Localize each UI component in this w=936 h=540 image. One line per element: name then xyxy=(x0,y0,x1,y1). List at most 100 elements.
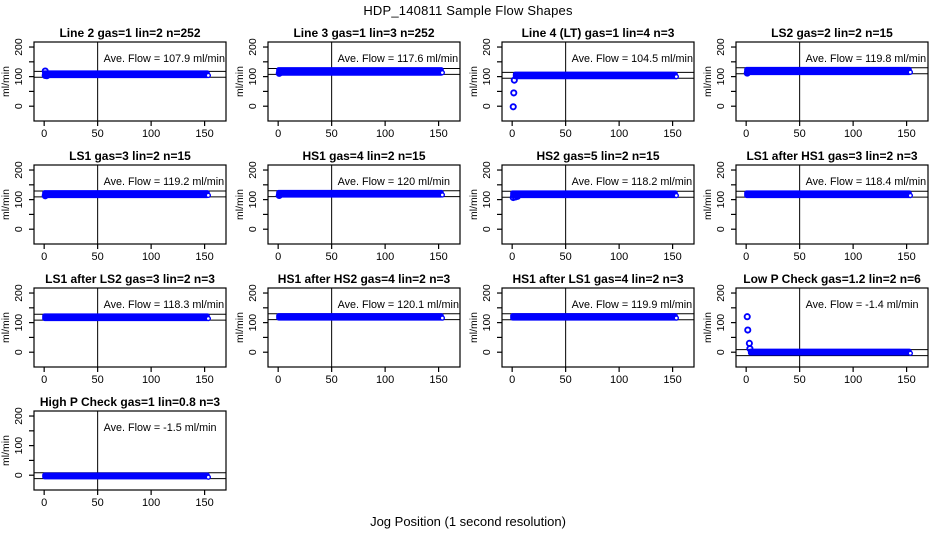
data-band xyxy=(276,67,444,76)
y-tick-label: 0 xyxy=(715,103,727,109)
x-tick-label: 50 xyxy=(326,251,338,263)
plot-box xyxy=(267,41,461,122)
ave-flow-label: Ave. Flow = 104.5 ml/min xyxy=(572,53,693,65)
y-tick-label: 200 xyxy=(247,161,259,179)
x-tick-label: 100 xyxy=(610,128,628,140)
x-tick-label: 50 xyxy=(794,128,806,140)
data-band xyxy=(744,66,912,76)
plot-box xyxy=(267,164,461,245)
plot-box xyxy=(33,410,227,491)
data-band xyxy=(747,348,912,356)
x-tick-label: 100 xyxy=(844,128,862,140)
x-tick-label: 0 xyxy=(41,497,47,509)
outlier-point xyxy=(275,69,283,77)
panel-title: Line 4 (LT) gas=1 lin=4 n=3 xyxy=(522,26,675,40)
figure-title: HDP_140811 Sample Flow Shapes xyxy=(363,3,573,18)
x-tick-label: 100 xyxy=(142,497,160,509)
x-tick-label: 100 xyxy=(376,251,394,263)
y-tick-label: 200 xyxy=(481,161,493,179)
y-axis-label: ml/min xyxy=(469,312,480,343)
x-tick-label: 150 xyxy=(195,128,213,140)
x-tick-label: 50 xyxy=(92,497,104,509)
plot-box xyxy=(501,41,695,122)
panel-title: LS1 after LS2 gas=3 lin=2 n=3 xyxy=(45,272,215,286)
data-band xyxy=(42,472,210,480)
outlier-point xyxy=(510,76,518,84)
y-tick-label: 0 xyxy=(481,349,493,355)
ave-flow-label: Ave. Flow = 120.1 ml/min xyxy=(338,299,459,311)
x-tick-label: 150 xyxy=(897,128,915,140)
panel-title: HS1 after HS2 gas=4 lin=2 n=3 xyxy=(278,272,451,286)
outlier-point xyxy=(41,192,49,200)
y-tick-label: 100 xyxy=(715,314,727,332)
band-end-point xyxy=(205,474,212,480)
panel-title: HS2 gas=5 lin=2 n=15 xyxy=(536,149,659,163)
x-tick-label: 0 xyxy=(509,374,515,386)
y-axis-label: ml/min xyxy=(235,312,246,343)
panel-title: Low P Check gas=1.2 lin=2 n=6 xyxy=(743,272,921,286)
data-band xyxy=(42,313,210,322)
x-tick-label: 50 xyxy=(326,128,338,140)
ave-flow-label: Ave. Flow = 118.4 ml/min xyxy=(806,176,927,188)
data-band xyxy=(510,190,678,199)
y-axis-label: ml/min xyxy=(469,189,480,220)
x-tick-label: 100 xyxy=(376,374,394,386)
plot-box xyxy=(501,287,695,368)
x-tick-label: 50 xyxy=(92,374,104,386)
y-tick-label: 0 xyxy=(481,103,493,109)
y-tick-label: 200 xyxy=(13,284,25,302)
band-end-point xyxy=(907,69,914,75)
x-tick-label: 50 xyxy=(794,251,806,263)
y-tick-label: 0 xyxy=(13,226,25,232)
outlier-point xyxy=(509,103,517,111)
ave-flow-label: Ave. Flow = 119.8 ml/min xyxy=(806,53,927,65)
y-axis-label: ml/min xyxy=(235,66,246,97)
y-tick-label: 200 xyxy=(247,284,259,302)
panel-title: Line 2 gas=1 lin=2 n=252 xyxy=(59,26,200,40)
x-tick-label: 0 xyxy=(743,374,749,386)
ave-flow-label: Ave. Flow = 107.9 ml/min xyxy=(104,53,225,65)
ave-flow-label: Ave. Flow = 118.2 ml/min xyxy=(572,176,693,188)
ave-flow-label: Ave. Flow = 118.3 ml/min xyxy=(104,299,225,311)
plot-box xyxy=(735,41,929,122)
y-tick-label: 100 xyxy=(481,191,493,209)
x-tick-label: 150 xyxy=(429,374,447,386)
y-tick-label: 200 xyxy=(715,38,727,56)
y-tick-label: 200 xyxy=(247,38,259,56)
plot-box xyxy=(735,164,929,245)
band-end-point xyxy=(439,69,446,76)
flow-panel: HS1 after HS2 gas=4 lin=2 n=3 0 100 200ml/m… xyxy=(235,272,461,386)
x-tick-label: 150 xyxy=(897,251,915,263)
panel-title: High P Check gas=1 lin=0.8 n=3 xyxy=(40,395,221,409)
x-tick-label: 0 xyxy=(41,374,47,386)
x-tick-label: 150 xyxy=(897,374,915,386)
data-band xyxy=(512,71,678,80)
data-band xyxy=(276,313,444,321)
x-tick-label: 50 xyxy=(92,251,104,263)
x-tick-label: 150 xyxy=(195,251,213,263)
y-tick-label: 100 xyxy=(13,314,25,332)
x-tick-label: 50 xyxy=(560,251,572,263)
band-end-point xyxy=(673,315,680,321)
panel-title: LS1 after HS1 gas=3 lin=2 n=3 xyxy=(746,149,917,163)
x-tick-label: 50 xyxy=(560,128,572,140)
band-end-point xyxy=(439,192,446,198)
plot-box xyxy=(267,287,461,368)
panel-title: LS2 gas=2 lin=2 n=15 xyxy=(771,26,893,40)
y-axis-label: ml/min xyxy=(1,435,12,466)
x-tick-label: 50 xyxy=(326,374,338,386)
flow-panel: LS1 after LS2 gas=3 lin=2 n=3 0 100 200ml/m… xyxy=(1,272,227,386)
y-axis-label: ml/min xyxy=(235,189,246,220)
y-tick-label: 200 xyxy=(481,284,493,302)
outlier-point xyxy=(43,72,51,80)
y-tick-label: 0 xyxy=(715,226,727,232)
band-end-point xyxy=(205,72,212,79)
x-tick-label: 100 xyxy=(844,374,862,386)
x-tick-label: 100 xyxy=(142,374,160,386)
y-axis-label: ml/min xyxy=(703,312,714,343)
y-tick-label: 100 xyxy=(247,191,259,209)
